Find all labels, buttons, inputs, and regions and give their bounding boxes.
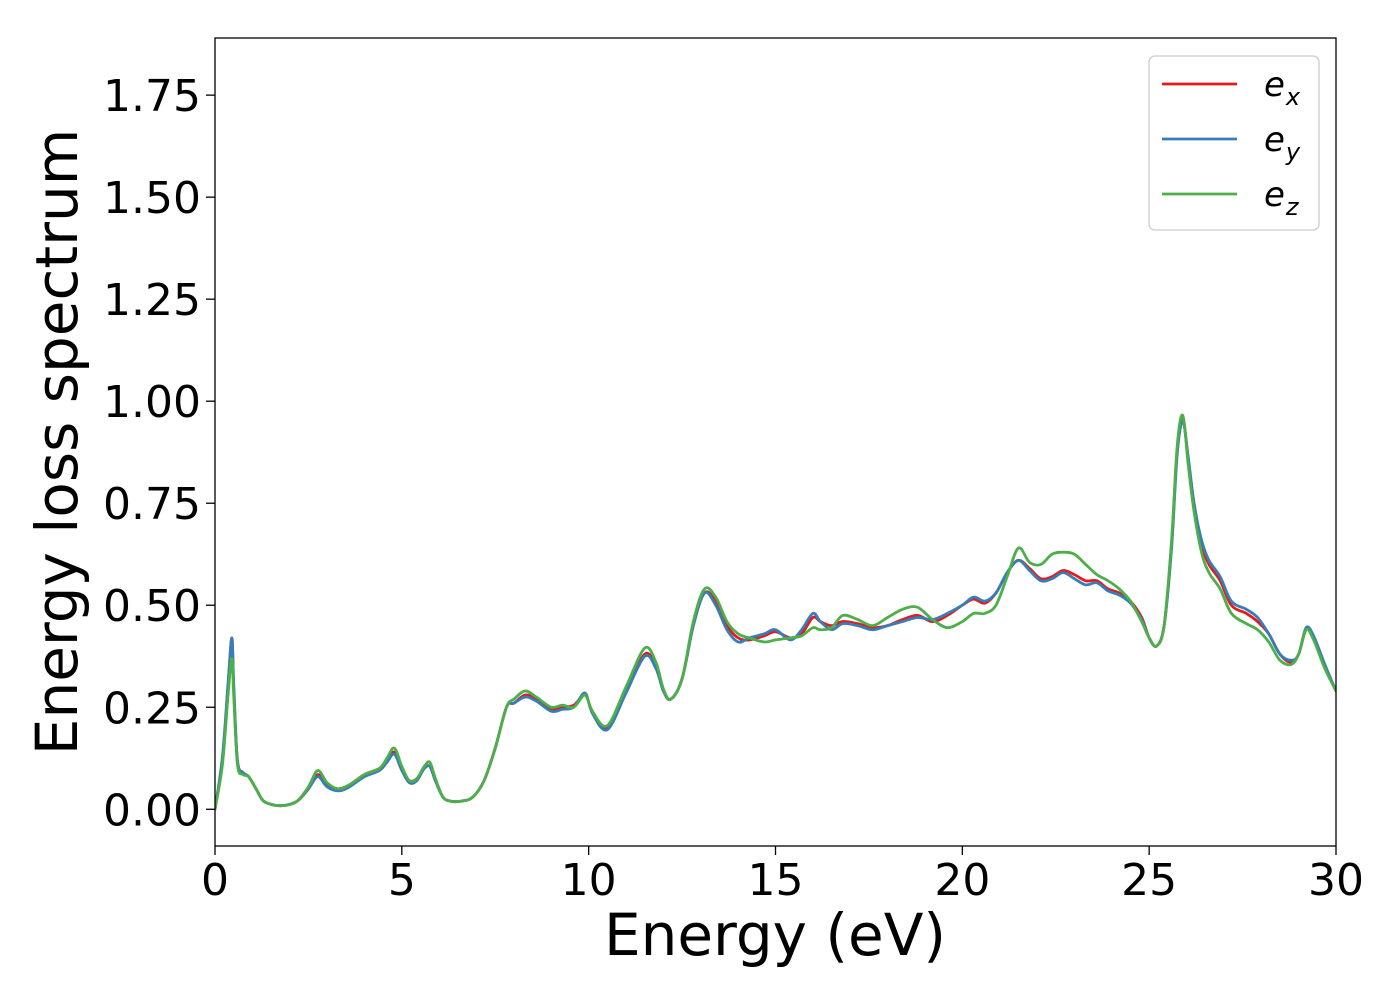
legend-box — [1148, 55, 1320, 231]
y-tick-label: 0.75 — [103, 479, 201, 530]
x-axis-label: Energy (eV) — [604, 901, 946, 969]
x-tick-label: 10 — [561, 855, 617, 906]
ticks-layer: 0 5 10 15 20 25 30 0.00 0.25 0.50 0.75 1.00 1.25 1.50… — [103, 71, 1364, 906]
y-tick-label: 1.00 — [103, 377, 201, 428]
x-tick-label: 15 — [748, 855, 804, 906]
y-axis-label: Energy loss spectrum — [23, 129, 91, 755]
x-tick-label: 0 — [201, 855, 229, 906]
x-tick-label: 30 — [1308, 855, 1364, 906]
series-layer — [215, 413, 1336, 811]
series-line-y — [215, 420, 1336, 811]
x-tick-label: 5 — [388, 855, 416, 906]
y-tick-label: 0.25 — [103, 683, 201, 734]
y-tick-label: 1.25 — [103, 275, 201, 326]
y-tick-label: 1.75 — [103, 71, 201, 122]
y-tick-label: 0.00 — [103, 785, 201, 836]
x-tick-label: 20 — [934, 855, 990, 906]
x-tick-label: 25 — [1121, 855, 1177, 906]
series-line-x — [215, 416, 1336, 811]
y-tick-label: 1.50 — [103, 173, 201, 224]
legend-label-x: ex — [1264, 65, 1301, 111]
y-tick-label: 0.50 — [103, 581, 201, 632]
series-line-z — [215, 413, 1336, 811]
